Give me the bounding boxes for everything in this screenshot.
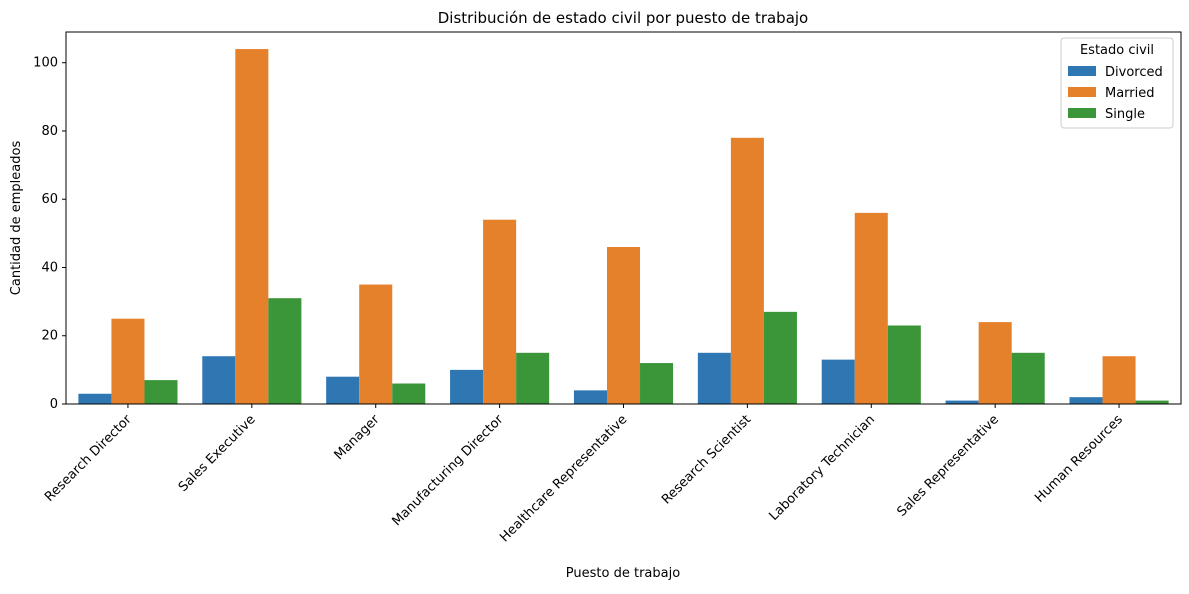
x-tick-label-8: Sales Representative [895,412,1002,519]
y-tick-label-40: 40 [41,260,58,275]
x-tick-label-7: Laboratory Technician [766,412,878,524]
bar-single-2 [268,298,302,404]
x-tick-label-9: Human Resources [1032,412,1126,506]
chart-title: Distribución de estado civil por puesto … [438,9,809,27]
bar-married-4 [483,219,517,404]
legend: Estado civil Divorced Married Single [1060,37,1174,129]
y-axis-label: Cantidad de empleados [9,141,24,296]
bar-divorced-5 [573,390,607,404]
bar-single-4 [516,352,550,404]
bar-married-2 [235,49,269,405]
bar-married-5 [606,247,641,404]
bar-single-9 [1135,400,1169,404]
bar-married-1 [111,318,145,404]
legend-swatch-married [1068,87,1096,97]
y-tick-label-100: 100 [33,56,58,71]
bar-married-3 [359,284,393,404]
x-tick-label-3: Manager [332,412,383,463]
bar-divorced-3 [326,376,360,404]
bar-married-6 [730,137,764,405]
bar-divorced-7 [821,359,855,404]
y-tick-label-60: 60 [41,192,58,207]
legend-label-single: Single [1105,107,1145,122]
bar-single-1 [144,380,178,404]
bar-single-6 [763,311,797,404]
legend-label-divorced: Divorced [1105,65,1163,80]
bar-single-7 [887,325,921,404]
bar-divorced-6 [697,352,731,404]
x-tick-label-1: Research Director [42,412,135,505]
bar-single-3 [392,383,426,404]
bar-married-7 [854,212,888,404]
x-tick-label-5: Healthcare Representative [497,412,630,545]
legend-title: Estado civil [1080,43,1154,58]
bar-divorced-2 [202,356,236,404]
bar-married-9 [1102,356,1136,404]
bar-divorced-1 [78,393,112,404]
legend-swatch-divorced [1068,66,1096,76]
bar-divorced-4 [450,369,484,404]
bar-divorced-8 [945,400,979,404]
bar-single-8 [1011,352,1045,404]
bar-divorced-9 [1069,397,1103,404]
legend-box [1060,37,1174,129]
bar-single-5 [640,363,674,404]
x-axis-label: Puesto de trabajo [566,566,680,581]
x-tick-label-6: Research Scientist [659,412,754,507]
y-tick-label-0: 0 [50,397,58,412]
y-tick-label-80: 80 [41,124,58,139]
x-tick-label-2: Sales Executive [176,412,259,495]
bars-group [78,49,1169,405]
y-tick-label-20: 20 [41,329,58,344]
legend-swatch-single [1068,108,1096,118]
x-tick-label-4: Manufacturing Director [389,412,506,529]
bar-married-8 [978,322,1012,404]
legend-label-married: Married [1105,86,1155,101]
